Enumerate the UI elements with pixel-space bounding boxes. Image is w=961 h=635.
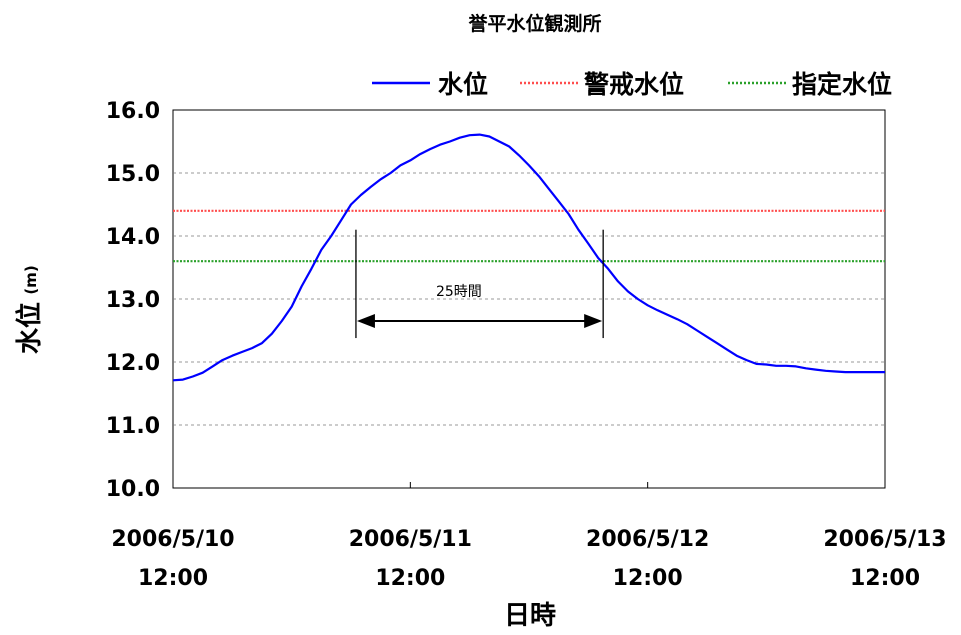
duration-label: 25時間: [436, 284, 482, 300]
annotation: 25時間: [355, 229, 604, 339]
x-tick-label-date: 2006/5/12: [586, 527, 709, 552]
y-axis-label: 水位: [14, 302, 45, 354]
x-axis-label: 日時: [504, 601, 556, 631]
x-tick-label-time: 12:00: [613, 566, 683, 591]
y-tick-label: 12.0: [106, 351, 160, 376]
legend-label-warning-level: 警戒水位: [583, 70, 684, 99]
y-axis-unit: (m): [22, 265, 40, 294]
reference-lines: [173, 209, 885, 263]
duration-arrow-head-right: [584, 314, 603, 329]
y-tick-label: 13.0: [106, 288, 160, 313]
legend: 水位 警戒水位 指定水位: [372, 70, 892, 99]
y-axis-label-group: 水位 (m): [14, 265, 45, 354]
x-tick-label-date: 2006/5/10: [111, 527, 234, 552]
x-axis-ticks: 2006/5/10 12:00 2006/5/11 12:00 2006/5/12 12:…: [111, 482, 947, 591]
x-tick-label-time: 12:00: [850, 566, 920, 591]
y-tick-label: 10.0: [106, 477, 160, 502]
legend-label-water-level: 水位: [438, 70, 488, 99]
y-axis-ticks: 10.0 11.0 12.0 13.0 14.0 15.0 16.0: [106, 99, 160, 502]
legend-label-designated-level: 指定水位: [792, 70, 892, 99]
duration-arrow-head-left: [356, 314, 375, 329]
grid-lines: [173, 172, 885, 426]
x-tick-label-date: 2006/5/13: [823, 527, 946, 552]
y-tick-label: 15.0: [106, 162, 160, 187]
water-level-series-line: [172, 133, 885, 382]
chart-title: 誉平水位観測所: [467, 12, 601, 35]
x-tick-label-time: 12:00: [138, 566, 208, 591]
y-tick-label: 11.0: [106, 414, 160, 439]
y-tick-label: 16.0: [106, 99, 160, 124]
y-tick-label: 14.0: [106, 225, 160, 250]
x-tick-label-date: 2006/5/11: [349, 527, 472, 552]
series-layer: [172, 133, 885, 382]
x-tick-label-time: 12:00: [375, 566, 445, 591]
